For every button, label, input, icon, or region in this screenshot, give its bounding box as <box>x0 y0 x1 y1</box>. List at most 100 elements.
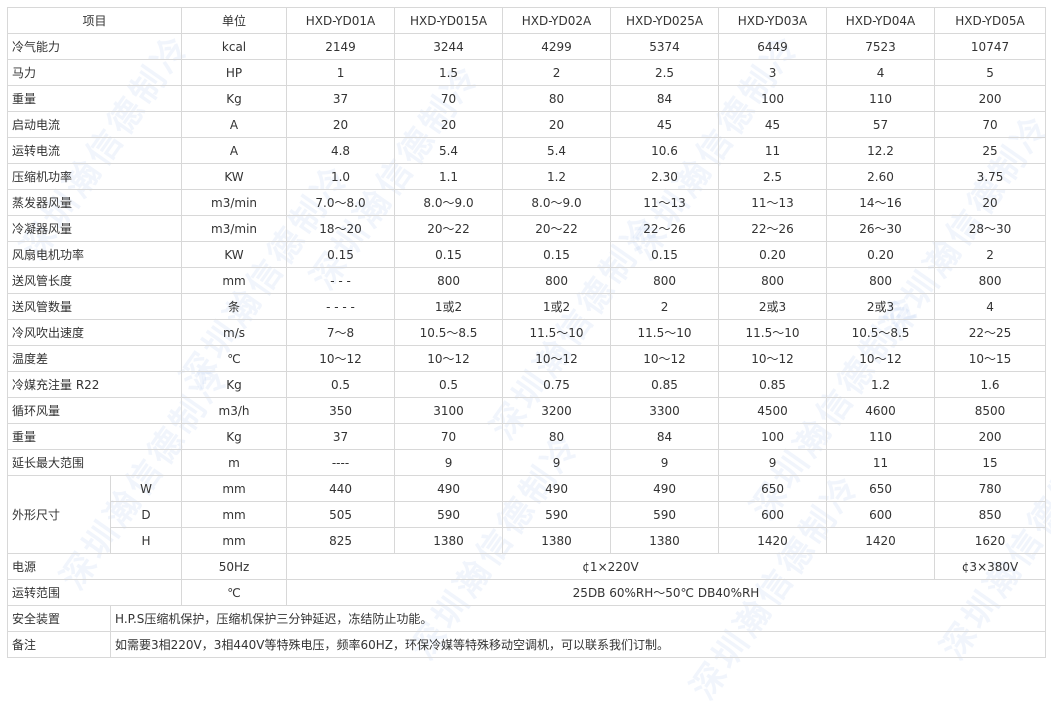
row-label: 冷凝器风量 <box>6 215 183 242</box>
table-row: 温度差 ℃ 10～12 10～12 10～12 10～12 10～12 10～12 10～15 <box>6 345 1047 372</box>
unit-cell: m3/h <box>181 397 288 424</box>
value-cell: 1.5 <box>394 59 504 86</box>
value-cell: 10～12 <box>502 345 612 372</box>
value-cell: 850 <box>934 501 1047 528</box>
unit-cell: m <box>181 449 288 476</box>
value-cell: 0.85 <box>610 371 720 398</box>
value-cell: 1.2 <box>502 163 612 190</box>
value-cell: 20 <box>502 111 612 138</box>
value-cell: 9 <box>718 449 828 476</box>
row-label: 送风管长度 <box>6 267 183 294</box>
value-cell: 110 <box>826 85 936 112</box>
value-cell: 1或2 <box>394 293 504 320</box>
value-cell: 2 <box>610 293 720 320</box>
value-cell: 0.75 <box>502 371 612 398</box>
unit-cell: Kg <box>181 85 288 112</box>
value-cell: 10～12 <box>826 345 936 372</box>
value-cell: - - - - <box>286 293 396 320</box>
value-cell: 1或2 <box>502 293 612 320</box>
value-cell: 3100 <box>394 397 504 424</box>
unit-cell: Kg <box>181 371 288 398</box>
value-cell: 0.15 <box>394 241 504 268</box>
value-cell: 70 <box>394 85 504 112</box>
value-cell: 0.15 <box>610 241 720 268</box>
dimension-axis: D <box>109 501 183 528</box>
value-cell: 590 <box>394 501 504 528</box>
row-label: 马力 <box>6 59 183 86</box>
value-cell: 18～20 <box>286 215 396 242</box>
value-cell: 0.20 <box>718 241 828 268</box>
value-cell: 4.8 <box>286 137 396 164</box>
unit-cell: mm <box>181 527 288 554</box>
header-row: 项目 单位 HXD-YD01A HXD-YD015A HXD-YD02A HXD-YD02… <box>6 7 1047 34</box>
value-cell: 6449 <box>718 33 828 60</box>
value-cell: ---- <box>286 449 396 476</box>
value-cell: 110 <box>826 423 936 450</box>
value-cell: 20 <box>934 189 1047 216</box>
unit-cell: 50Hz <box>181 553 288 580</box>
value-cell: 100 <box>718 85 828 112</box>
value-cell: 9 <box>610 449 720 476</box>
value-cell: 590 <box>502 501 612 528</box>
value-cell: 11 <box>718 137 828 164</box>
value-cell: - - - <box>286 267 396 294</box>
column-header: HXD-YD015A <box>394 7 504 34</box>
table-row: 送风管长度 mm - - -800 800 800 800 800 800 <box>6 267 1047 294</box>
value-cell: 1.6 <box>934 371 1047 398</box>
value-cell: 1620 <box>934 527 1047 554</box>
unit-cell: A <box>181 137 288 164</box>
value-cell: 2 <box>502 59 612 86</box>
value-cell: 10～12 <box>286 345 396 372</box>
power-row: 电源 50Hz ¢1×220V ¢3×380V <box>6 553 1047 580</box>
value-cell: 490 <box>502 475 612 502</box>
table-row: 冷风吹出速度 m/s 7～8 10.5～8.5 11.5～10 11.5～10 11.5～1… <box>6 319 1047 346</box>
value-cell: 45 <box>610 111 720 138</box>
row-label: 外形尺寸 <box>7 475 111 554</box>
value-cell: 70 <box>934 111 1047 138</box>
unit-cell: ℃ <box>181 345 288 372</box>
value-cell: 4 <box>934 293 1047 320</box>
value-cell: 70 <box>394 423 504 450</box>
row-label: 启动电流 <box>6 111 183 138</box>
value-cell: 28～30 <box>934 215 1047 242</box>
value-cell: 780 <box>934 475 1047 502</box>
row-label: 延长最大范围 <box>6 449 183 476</box>
value-cell: 20～22 <box>394 215 504 242</box>
value-cell: 4600 <box>826 397 936 424</box>
value-cell: 12.2 <box>826 137 936 164</box>
value-cell: 5374 <box>610 33 720 60</box>
value-cell: 7523 <box>826 33 936 60</box>
unit-cell: ℃ <box>181 579 288 606</box>
value-cell: 0.85 <box>718 371 828 398</box>
value-cell: 4299 <box>502 33 612 60</box>
value-cell: 20 <box>394 111 504 138</box>
value-cell: 2或3 <box>718 293 828 320</box>
value-cell: 0.20 <box>826 241 936 268</box>
unit-cell: mm <box>181 475 288 502</box>
value-cell: 80 <box>502 423 612 450</box>
value-cell: 9 <box>502 449 612 476</box>
row-label: 送风管数量 <box>6 293 183 320</box>
column-header: HXD-YD025A <box>610 7 720 34</box>
unit-cell: KW <box>181 241 288 268</box>
value-cell: 10.5～8.5 <box>826 319 936 346</box>
value-cell: 7.0～8.0 <box>286 189 396 216</box>
row-label: 冷气能力 <box>6 33 183 60</box>
table-row: 重量 Kg 37 70 80 84 100 110 200 <box>6 423 1047 450</box>
table-row: 压缩机功率 KW 1.0 1.1 1.2 2.30 2.5 2.60 3.75 <box>6 163 1047 190</box>
value-cell: 20 <box>286 111 396 138</box>
value-cell: 25DB 60%RH～50℃ DB40%RH <box>286 579 1047 606</box>
row-label: 温度差 <box>6 345 183 372</box>
value-cell: 800 <box>718 267 828 294</box>
row-label: 运转电流 <box>6 137 183 164</box>
value-cell: 3 <box>718 59 828 86</box>
table-row: 马力 HP 1 1.5 2 2.5 3 4 5 <box>6 59 1047 86</box>
table-row: 重量 Kg 37 70 80 84 100 110 200 <box>6 85 1047 112</box>
value-cell: 490 <box>610 475 720 502</box>
value-cell: 15 <box>934 449 1047 476</box>
table-row: 冷气能力 kcal 2149 3244 4299 5374 6449 7523 10747 <box>6 33 1047 60</box>
value-cell: 45 <box>718 111 828 138</box>
value-cell: 3244 <box>394 33 504 60</box>
value-cell: 1.0 <box>286 163 396 190</box>
